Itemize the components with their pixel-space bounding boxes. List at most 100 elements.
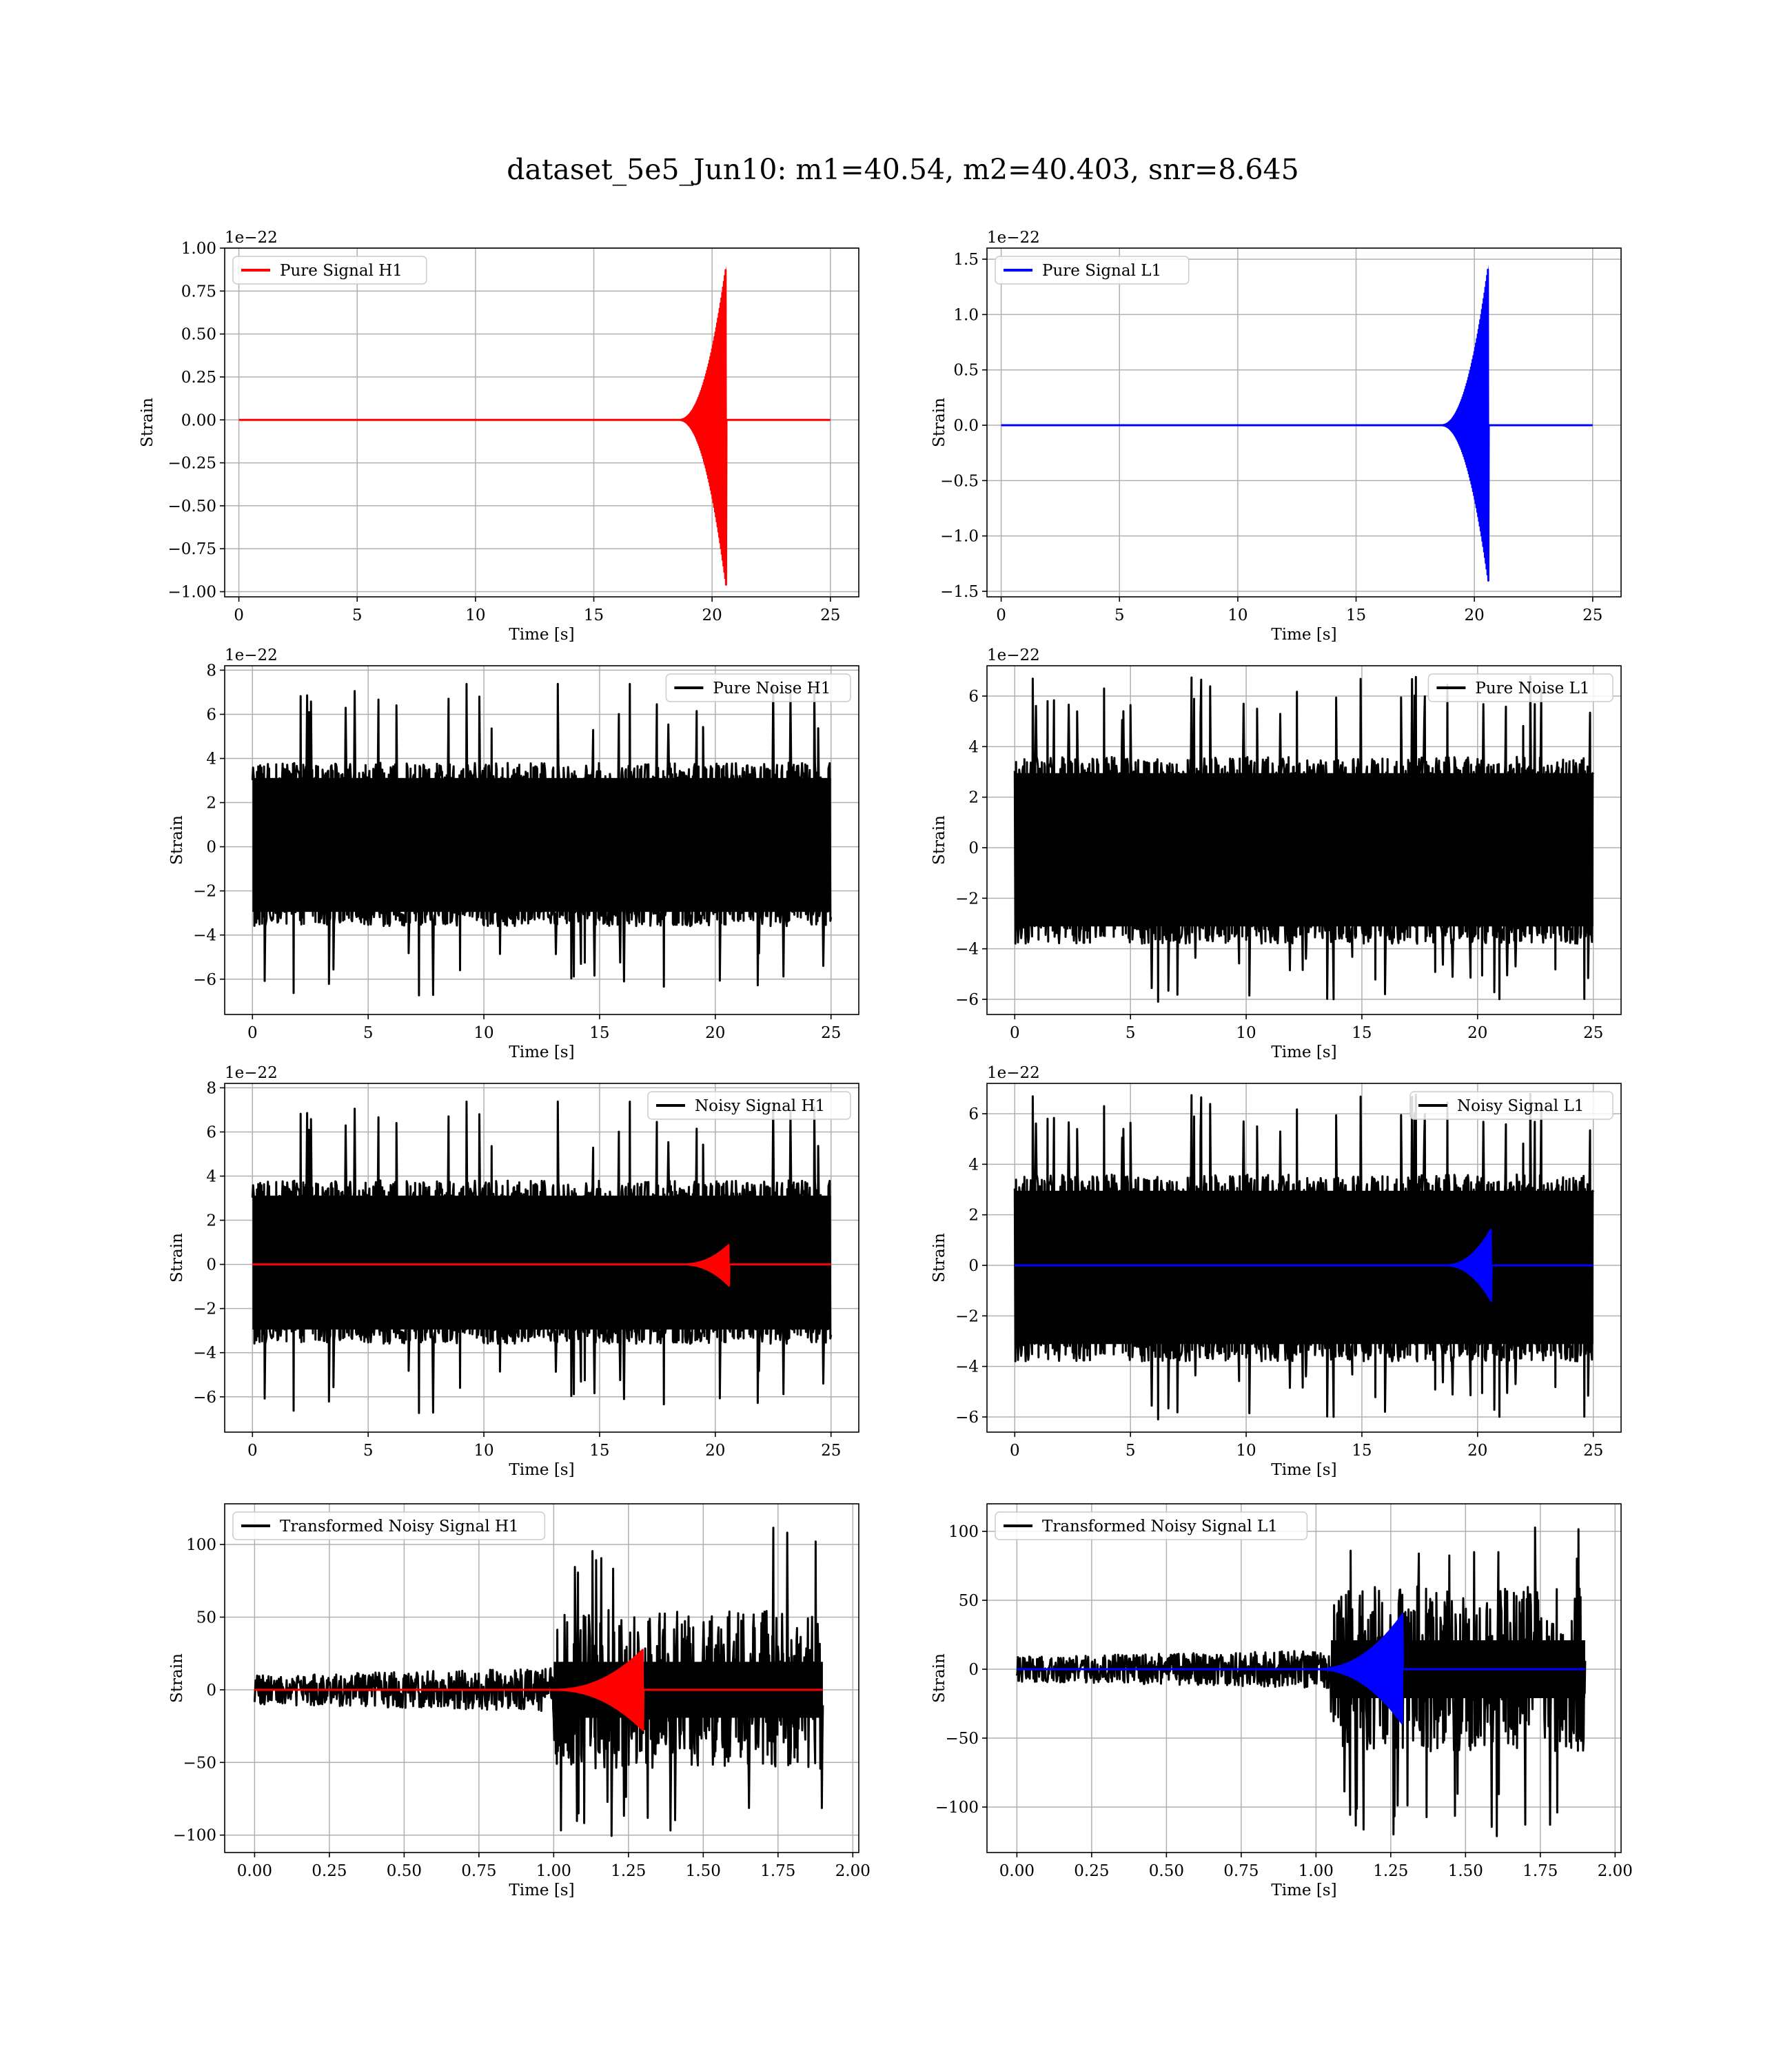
axes-frame bbox=[986, 1083, 1622, 1433]
x-tick-label: 25 bbox=[1583, 1024, 1603, 1042]
x-tick-label: 25 bbox=[820, 606, 840, 624]
plot-area bbox=[1013, 675, 1595, 1003]
x-tick-label: 15 bbox=[584, 606, 604, 624]
x-tick-label: 10 bbox=[1228, 606, 1248, 624]
x-tick-label: 10 bbox=[465, 606, 485, 624]
x-tick-label: 0.50 bbox=[1149, 1862, 1184, 1880]
x-tick-label: 1.25 bbox=[1373, 1862, 1408, 1880]
y-tick-label: 4 bbox=[206, 751, 216, 768]
y-tick-label: −6 bbox=[955, 1409, 979, 1427]
x-tick-label: 20 bbox=[1467, 1024, 1487, 1042]
series-line bbox=[253, 1527, 824, 1837]
y-tick-label: 2 bbox=[968, 1207, 979, 1225]
scale-note: 1e−22 bbox=[225, 229, 278, 247]
x-tick-label: 0 bbox=[1010, 1442, 1020, 1460]
x-axis-label: Time [s] bbox=[1271, 1043, 1336, 1061]
y-tick-label: 2 bbox=[206, 795, 216, 813]
plot-area bbox=[251, 1100, 833, 1414]
legend-box bbox=[995, 1511, 1308, 1540]
x-axis-label: Time [s] bbox=[509, 1881, 574, 1899]
x-tick-label: 5 bbox=[352, 606, 363, 624]
y-tick-label: −6 bbox=[193, 1389, 216, 1407]
scale-note: 1e−22 bbox=[987, 1064, 1040, 1082]
legend-label: Pure Noise H1 bbox=[713, 680, 831, 697]
y-tick-label: 0 bbox=[968, 1257, 979, 1275]
y-axis-label: Strain bbox=[930, 815, 948, 865]
x-tick-label: 0.75 bbox=[461, 1862, 496, 1880]
x-axis-label: Time [s] bbox=[1271, 626, 1336, 644]
x-tick-label: 15 bbox=[589, 1024, 609, 1042]
y-tick-label: 0 bbox=[968, 1661, 979, 1679]
y-tick-label: 6 bbox=[968, 688, 979, 706]
axes-frame bbox=[986, 1503, 1622, 1853]
chart-transformed-l1: 0.00 0.25 0.50 0.75 1.00 1.25 1.50 1.75 2.00 −100… bbox=[930, 1503, 1633, 1899]
plot-area bbox=[1000, 265, 1594, 583]
scale-note: 1e−22 bbox=[225, 646, 278, 664]
x-axis-label: Time [s] bbox=[509, 1043, 574, 1061]
y-axis-label: Strain bbox=[168, 1653, 186, 1703]
y-tick-label: −0.50 bbox=[168, 498, 216, 516]
chart-pure-noise-l1: 0 5 10 15 20 25 −6 −4 −2 0 2 4 6 Time [s] Strain 1e−22 P… bbox=[930, 646, 1622, 1061]
y-axis-label: Strain bbox=[168, 1233, 186, 1283]
x-tick-label: 5 bbox=[1114, 606, 1125, 624]
legend-box bbox=[647, 1091, 851, 1120]
y-tick-label: 6 bbox=[206, 1123, 216, 1141]
y-tick-label: 4 bbox=[206, 1168, 216, 1186]
x-tick-label: 20 bbox=[702, 606, 722, 624]
x-tick-label: 10 bbox=[474, 1442, 493, 1460]
y-tick-label: −50 bbox=[945, 1730, 979, 1748]
y-tick-label: 0.75 bbox=[181, 283, 216, 300]
scale-note: 1e−22 bbox=[987, 646, 1040, 664]
chart-pure-signal-l1: 0 5 10 15 20 25 −1.5 −1.0 −0.5 0.0 0.5 1.0 1.5 Time [… bbox=[930, 229, 1622, 644]
x-tick-label: 15 bbox=[1346, 606, 1366, 624]
scale-note: 1e−22 bbox=[225, 1064, 278, 1082]
legend-box bbox=[232, 1511, 546, 1540]
plot-area bbox=[253, 1527, 824, 1837]
y-tick-label: −50 bbox=[183, 1754, 216, 1772]
y-tick-label: 0 bbox=[206, 1256, 216, 1274]
chart-transformed-h1: 0.00 0.25 0.50 0.75 1.00 1.25 1.50 1.75 2.00 −100… bbox=[168, 1503, 870, 1899]
y-tick-label: −2 bbox=[193, 1300, 216, 1318]
chart-pure-signal-h1: 0 5 10 15 20 25 −1.00 −0.75 −0.50 −0.25 0.00 0.25 0.… bbox=[139, 229, 859, 644]
plot-area bbox=[238, 265, 831, 586]
x-tick-label: 15 bbox=[1352, 1442, 1372, 1460]
legend: Noisy Signal L1 bbox=[1409, 1091, 1613, 1120]
x-tick-label: 1.25 bbox=[611, 1862, 646, 1880]
x-tick-label: 20 bbox=[1467, 1442, 1487, 1460]
legend-label: Pure Signal H1 bbox=[280, 262, 403, 280]
legend-box bbox=[1427, 673, 1613, 702]
y-tick-label: 0.5 bbox=[953, 362, 979, 380]
figure-title: dataset_5e5_Jun10: m1=40.54, m2=40.403, … bbox=[507, 153, 1299, 186]
series-line bbox=[1013, 675, 1595, 1003]
legend-box bbox=[232, 256, 427, 285]
y-tick-label: 1.0 bbox=[953, 306, 979, 324]
y-tick-label: 50 bbox=[196, 1609, 216, 1626]
x-tick-label: 20 bbox=[705, 1442, 725, 1460]
legend: Pure Noise L1 bbox=[1427, 673, 1613, 702]
legend-label: Transformed Noisy Signal L1 bbox=[1042, 1518, 1278, 1536]
y-tick-label: −2 bbox=[955, 890, 979, 908]
plot-area bbox=[1013, 1092, 1595, 1420]
y-tick-label: 4 bbox=[968, 1156, 979, 1174]
y-tick-label: −2 bbox=[955, 1307, 979, 1325]
y-tick-label: 2 bbox=[968, 789, 979, 807]
x-tick-label: 10 bbox=[1236, 1024, 1256, 1042]
y-tick-label: −1.0 bbox=[940, 528, 979, 546]
y-tick-label: −6 bbox=[955, 991, 979, 1009]
x-axis-label: Time [s] bbox=[1271, 1881, 1336, 1899]
y-tick-label: 0.0 bbox=[953, 417, 979, 435]
x-tick-label: 0.50 bbox=[387, 1862, 422, 1880]
y-axis-label: Strain bbox=[930, 398, 948, 447]
x-tick-label: 0 bbox=[247, 1442, 258, 1460]
x-tick-label: 25 bbox=[821, 1024, 841, 1042]
y-tick-label: −4 bbox=[193, 927, 216, 945]
y-tick-label: −4 bbox=[955, 1358, 979, 1376]
y-tick-label: 6 bbox=[206, 706, 216, 724]
y-tick-label: 0 bbox=[206, 839, 216, 857]
legend-box bbox=[1409, 1091, 1613, 1120]
y-tick-label: 0 bbox=[968, 839, 979, 857]
y-tick-label: 6 bbox=[968, 1105, 979, 1123]
series-line bbox=[1013, 1092, 1595, 1420]
y-tick-label: −0.25 bbox=[168, 455, 216, 473]
